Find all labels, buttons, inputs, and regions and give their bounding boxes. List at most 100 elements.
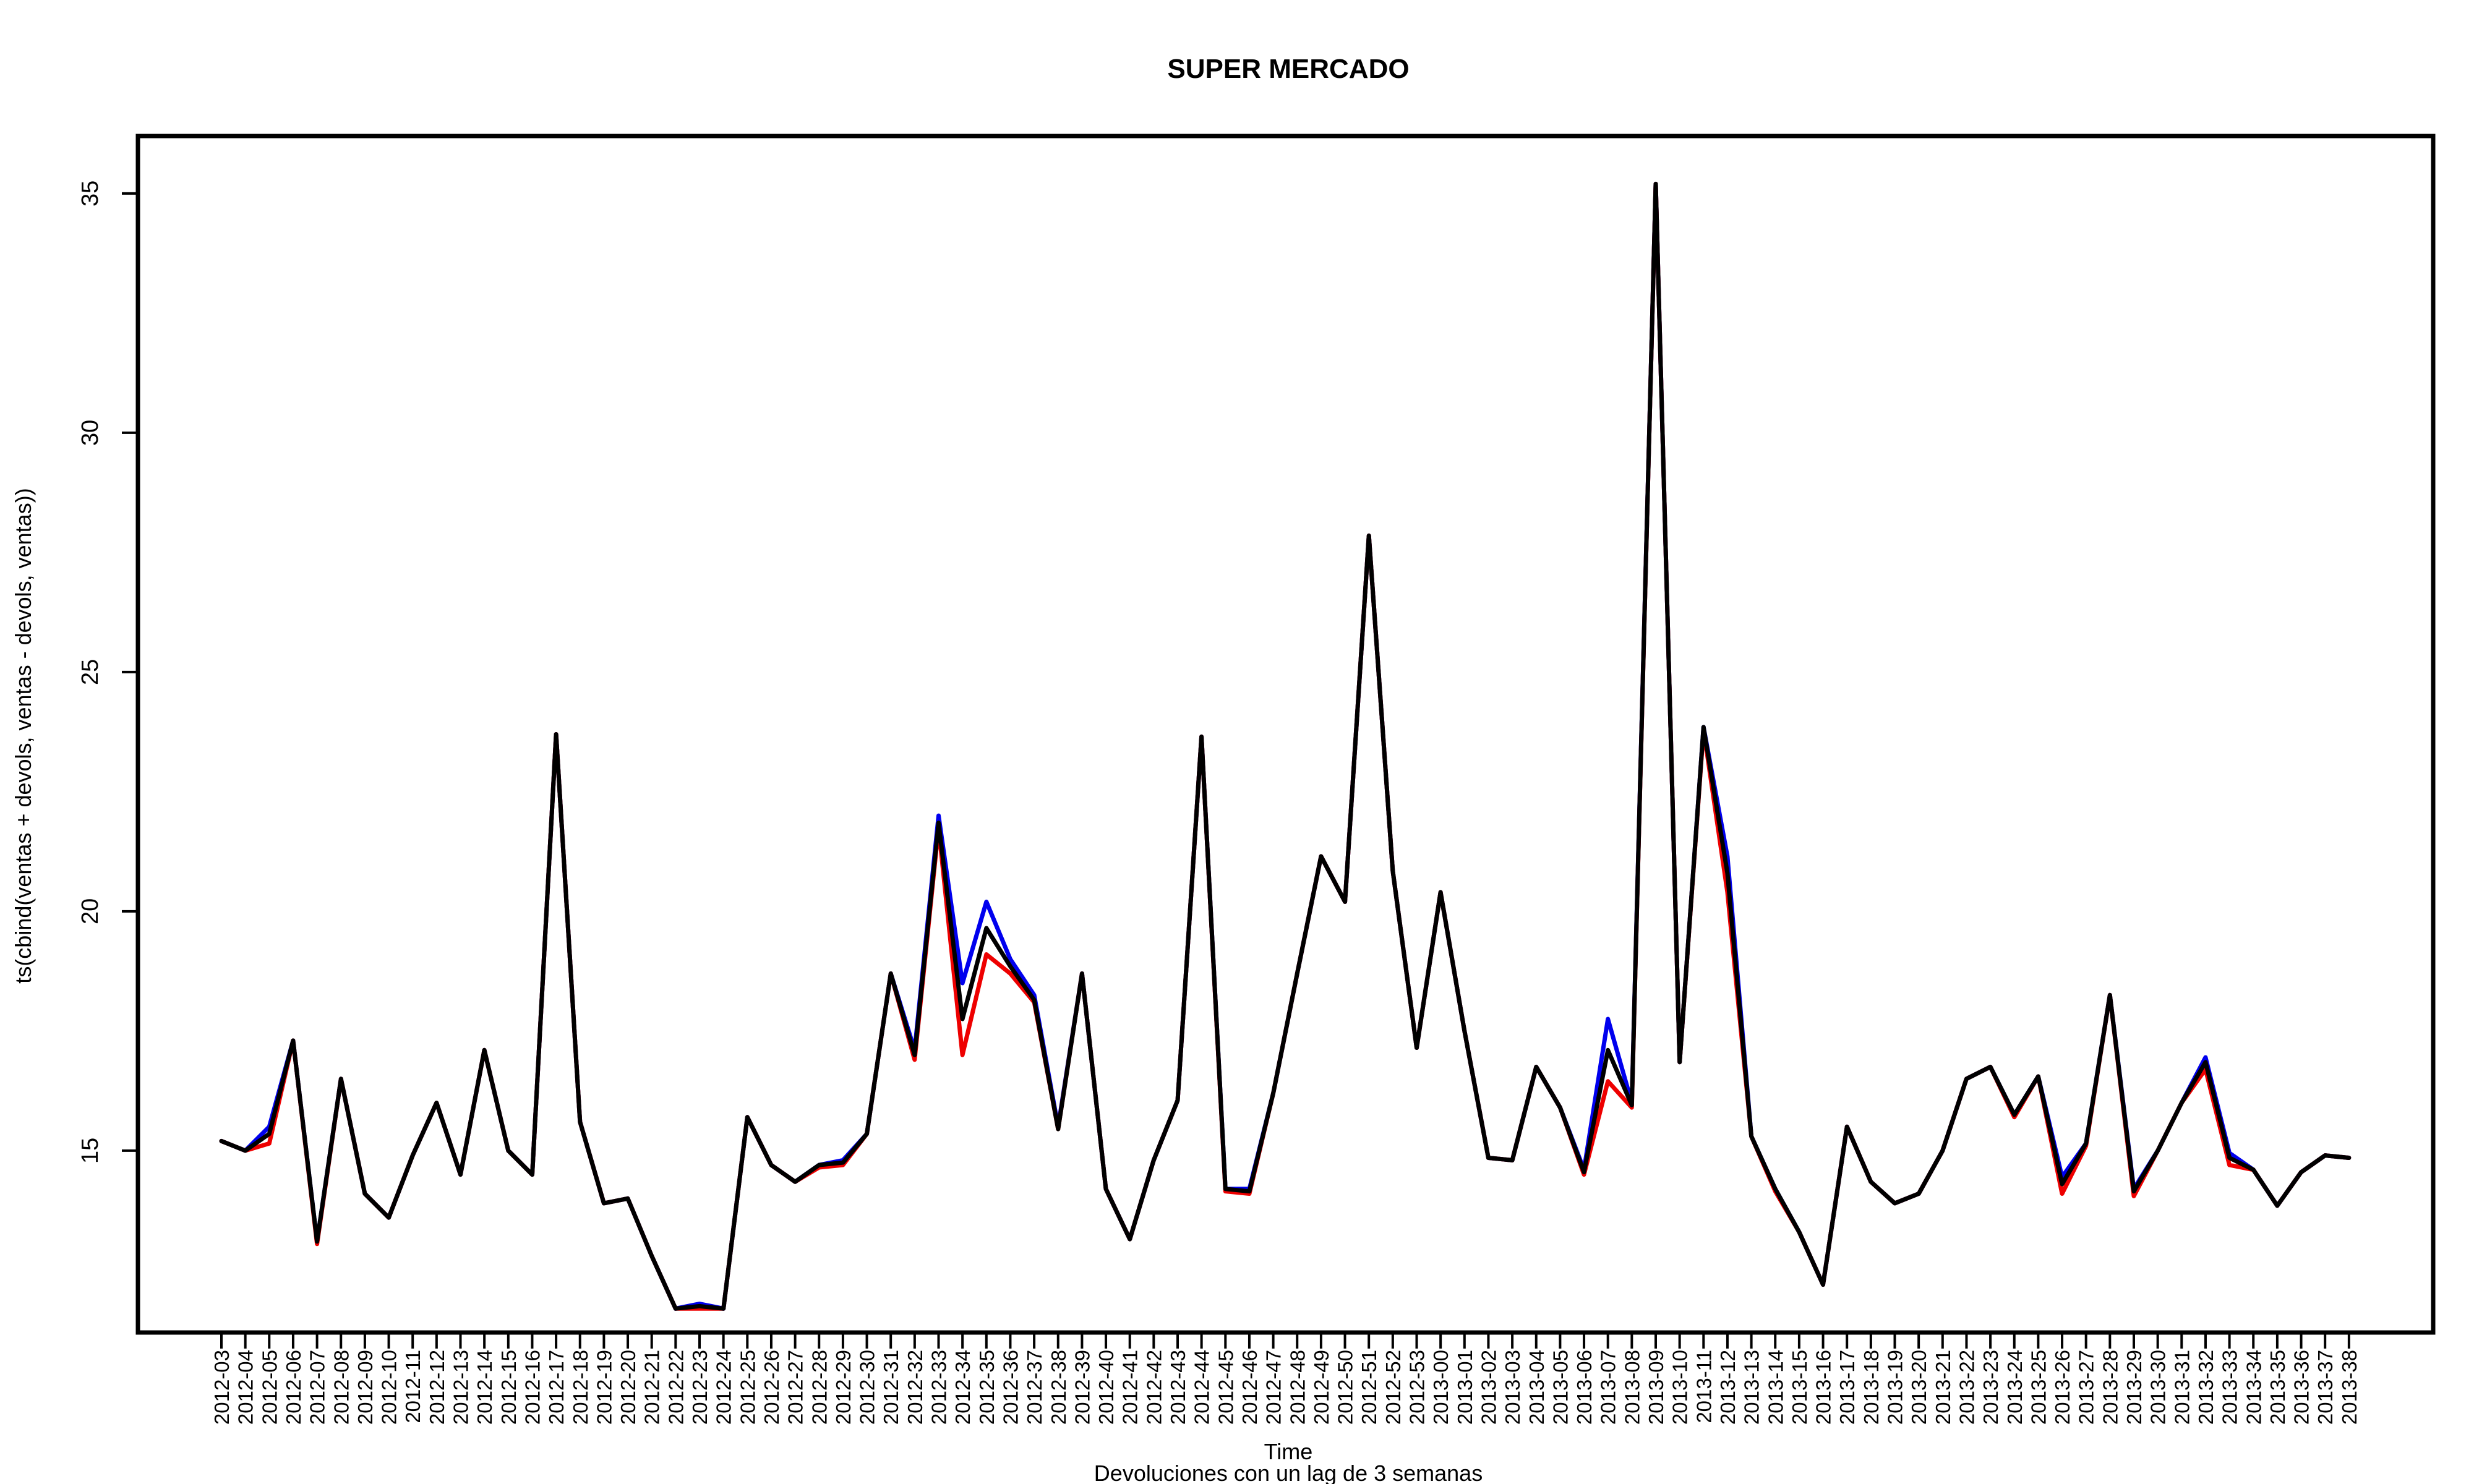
- x-tick-label: 2012-50: [1334, 1350, 1357, 1425]
- y-axis-label: ts(cbind(ventas + devols, ventas - devol…: [11, 488, 36, 983]
- x-tick-label: 2012-37: [1023, 1350, 1046, 1425]
- x-tick-label: 2012-45: [1214, 1350, 1237, 1425]
- x-tick-label: 2012-05: [258, 1350, 281, 1425]
- series-line-1: [219, 181, 2352, 1311]
- x-tick-label: 2013-19: [1884, 1350, 1907, 1425]
- x-tick-label: 2012-07: [306, 1350, 329, 1425]
- x-tick-label: 2012-41: [1119, 1350, 1142, 1425]
- x-tick-label: 2013-38: [2338, 1350, 2361, 1425]
- x-tick-label: 2013-29: [2123, 1350, 2146, 1425]
- x-tick-label: 2012-35: [975, 1350, 998, 1425]
- x-tick-label: 2012-21: [641, 1350, 664, 1425]
- x-tick-label: 2012-28: [808, 1350, 831, 1425]
- x-tick-label: 2013-30: [2147, 1350, 2170, 1425]
- x-tick-label: 2012-29: [832, 1350, 855, 1425]
- x-tick-label: 2012-04: [234, 1350, 257, 1425]
- x-tick-label: 2012-38: [1047, 1350, 1070, 1425]
- x-tick-label: 2013-32: [2194, 1350, 2217, 1425]
- x-tick-label: 2012-46: [1238, 1350, 1261, 1425]
- x-tick-label: 2012-10: [378, 1350, 401, 1425]
- series-line-2: [219, 181, 2352, 1311]
- x-tick-label: 2013-24: [2003, 1350, 2026, 1425]
- x-tick-label: 2013-37: [2314, 1350, 2337, 1425]
- y-tick-label: 25: [77, 659, 103, 685]
- x-tick-label: 2013-14: [1764, 1350, 1787, 1425]
- y-tick-label: 35: [77, 181, 103, 207]
- x-tick-label: 2013-16: [1812, 1350, 1835, 1425]
- x-tick-label: 2013-28: [2099, 1350, 2121, 1425]
- x-tick-label: 2013-08: [1620, 1350, 1643, 1425]
- x-tick-label: 2013-00: [1429, 1350, 1452, 1425]
- x-tick-label: 2012-25: [736, 1350, 759, 1425]
- x-tick-label: 2013-27: [2075, 1350, 2098, 1425]
- x-tick-label: 2012-22: [664, 1350, 687, 1425]
- x-tick-label: 2012-53: [1406, 1350, 1429, 1425]
- chart-subtitle: Devoluciones con un lag de 3 semanas: [1094, 1461, 1483, 1484]
- x-tick-label: 2012-26: [760, 1350, 783, 1425]
- x-axis: 2012-03 2012-04 2012-05 2012-06 2012-07 2012-…: [210, 1333, 2361, 1425]
- x-tick-label: 2012-52: [1382, 1350, 1405, 1425]
- x-tick-label: 2012-40: [1095, 1350, 1118, 1425]
- y-tick-label: 30: [77, 420, 103, 446]
- chart-title: SUPER MERCADO: [1167, 54, 1409, 84]
- x-tick-label: 2012-34: [951, 1350, 974, 1425]
- x-tick-label: 2012-49: [1310, 1350, 1333, 1425]
- x-tick-label: 2012-30: [856, 1350, 879, 1425]
- x-tick-label: 2012-06: [282, 1350, 305, 1425]
- x-tick-label: 2013-09: [1645, 1350, 1667, 1425]
- x-tick-label: 2013-15: [1788, 1350, 1811, 1425]
- series-line-3: [219, 181, 2352, 1311]
- x-tick-label: 2013-36: [2290, 1350, 2313, 1425]
- x-tick-label: 2012-11: [401, 1350, 424, 1423]
- x-tick-label: 2012-19: [593, 1350, 615, 1425]
- x-tick-label: 2012-23: [688, 1350, 711, 1425]
- x-tick-label: 2012-15: [497, 1350, 520, 1425]
- x-tick-label: 2013-22: [1955, 1350, 1978, 1425]
- x-tick-label: 2012-24: [713, 1350, 735, 1425]
- x-tick-label: 2013-31: [2170, 1350, 2193, 1425]
- x-tick-label: 2013-01: [1453, 1350, 1476, 1425]
- x-tick-label: 2012-51: [1358, 1350, 1380, 1425]
- y-tick-label: 15: [77, 1138, 103, 1164]
- x-tick-label: 2012-09: [354, 1350, 377, 1425]
- x-tick-label: 2012-03: [210, 1350, 233, 1425]
- y-tick-label: 20: [77, 898, 103, 924]
- x-tick-label: 2012-08: [330, 1350, 353, 1425]
- x-tick-label: 2013-26: [2051, 1350, 2074, 1425]
- x-tick-label: 2013-03: [1501, 1350, 1524, 1425]
- x-tick-label: 2012-31: [880, 1350, 902, 1425]
- x-tick-label: 2012-14: [473, 1350, 496, 1425]
- x-tick-label: 2013-34: [2242, 1350, 2265, 1425]
- x-tick-label: 2013-07: [1597, 1350, 1620, 1425]
- x-tick-label: 2013-06: [1573, 1350, 1596, 1425]
- x-tick-label: 2013-17: [1836, 1350, 1859, 1425]
- x-tick-label: 2013-33: [2219, 1350, 2241, 1425]
- x-tick-label: 2013-20: [1907, 1350, 1930, 1425]
- x-tick-label: 2013-05: [1549, 1350, 1572, 1425]
- x-tick-label: 2012-27: [784, 1350, 807, 1425]
- x-tick-label: 2012-47: [1262, 1350, 1285, 1425]
- x-tick-label: 2012-20: [617, 1350, 640, 1425]
- x-tick-label: 2013-18: [1860, 1350, 1883, 1425]
- x-tick-label: 2013-10: [1669, 1350, 1692, 1425]
- x-tick-label: 2012-36: [999, 1350, 1022, 1425]
- x-tick-label: 2012-48: [1286, 1350, 1309, 1425]
- x-tick-label: 2013-12: [1716, 1350, 1739, 1425]
- x-tick-label: 2012-43: [1166, 1350, 1189, 1425]
- x-tick-label: 2013-04: [1525, 1350, 1548, 1425]
- x-axis-label: Time: [1264, 1439, 1313, 1464]
- series-layer: [219, 181, 2352, 1311]
- x-tick-label: 2012-18: [569, 1350, 592, 1425]
- x-tick-label: 2013-25: [2027, 1350, 2050, 1425]
- x-tick-label: 2012-42: [1142, 1350, 1165, 1425]
- x-tick-label: 2013-21: [1932, 1350, 1954, 1425]
- x-tick-label: 2012-32: [904, 1350, 927, 1425]
- x-tick-label: 2012-44: [1191, 1350, 1213, 1425]
- plot-frame: [135, 134, 2436, 1335]
- y-axis: 15 20 25 30 35: [77, 181, 138, 1164]
- x-tick-label: 2012-39: [1071, 1350, 1094, 1425]
- x-tick-label: 2012-17: [545, 1350, 568, 1425]
- x-tick-label: 2013-35: [2266, 1350, 2289, 1425]
- x-tick-label: 2013-13: [1740, 1350, 1763, 1425]
